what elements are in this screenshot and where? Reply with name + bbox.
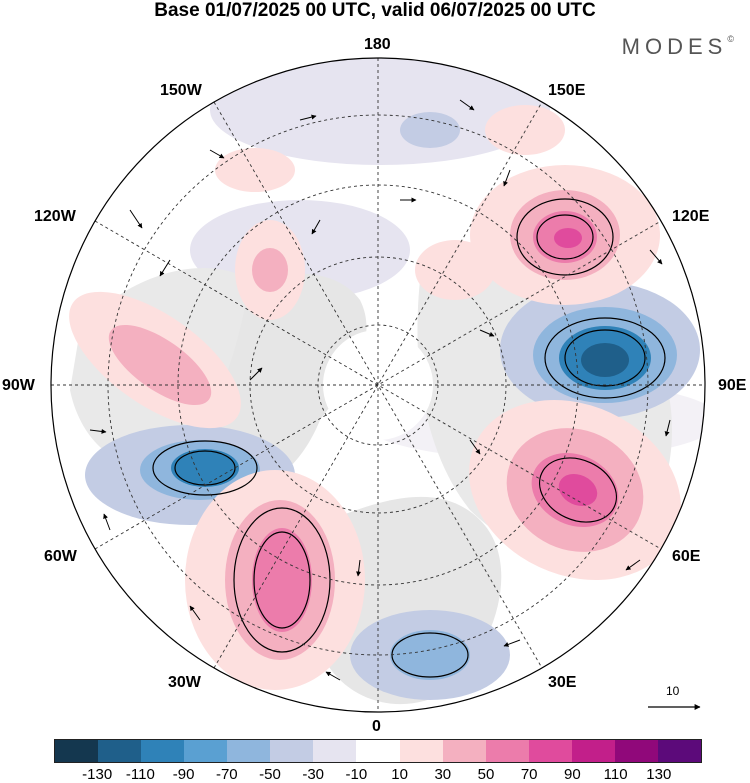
colorbar-tick-labels: -130 -110 -90 -70 -50 -30 -10 10 30 50 70 90 110 130: [0, 767, 750, 783]
anomaly-negative: [171, 449, 239, 487]
colorbar-swatch: [55, 740, 99, 762]
lon-label-120w: 120W: [34, 208, 76, 225]
anomaly-positive: [252, 528, 312, 632]
anomaly-negative: [390, 630, 470, 680]
colorbar-swatch: [485, 740, 529, 762]
colorbar-swatch: [399, 740, 443, 762]
colorbar-swatch: [442, 740, 486, 762]
colorbar-tick-label: -30: [302, 766, 325, 783]
colorbar-tick-label: 50: [477, 766, 495, 783]
brand-mark: ©: [727, 34, 734, 44]
colorbar: [54, 739, 702, 763]
anomaly-light-neg: [210, 58, 550, 165]
colorbar-swatch: [98, 740, 142, 762]
colorbar-tick-label: -130: [82, 766, 113, 783]
colorbar-swatch: [270, 740, 314, 762]
modes-logo: MODES©: [622, 34, 734, 60]
lon-label-150w: 150W: [160, 82, 202, 99]
lon-label-30e: 30E: [548, 674, 577, 691]
lon-label-150e: 150E: [548, 82, 586, 99]
lon-label-0: 0: [372, 718, 381, 735]
colorbar-swatch: [356, 740, 400, 762]
reference-vector-label: 10: [666, 684, 680, 698]
colorbar-swatch: [227, 740, 271, 762]
lon-label-30w: 30W: [168, 674, 201, 691]
colorbar-swatch: [313, 740, 357, 762]
colorbar-tick-label: -70: [215, 766, 238, 783]
colorbar-tick-label: 110: [603, 766, 628, 783]
lon-label-90e: 90E: [718, 377, 747, 394]
colorbar-swatch: [184, 740, 228, 762]
colorbar-tick-label: -50: [259, 766, 281, 783]
anomaly-positive: [252, 248, 288, 292]
lon-label-60w: 60W: [44, 548, 77, 565]
anomaly-positive: [485, 105, 565, 155]
map-title: Base 01/07/2025 00 UTC, valid 06/07/2025…: [154, 0, 596, 21]
brand-text: MODES: [621, 34, 728, 59]
anomaly-positive: [554, 228, 582, 248]
colorbar-tick-label: 130: [646, 766, 672, 783]
colorbar-tick-label: -110: [125, 766, 155, 783]
wind-vectors: [89, 99, 671, 681]
anomaly-negative: [581, 343, 629, 377]
anomaly-negative: [400, 112, 460, 148]
polar-map: [50, 57, 706, 713]
colorbar-tick-label: 30: [434, 766, 452, 783]
colorbar-tick-label: 70: [520, 766, 538, 783]
anomaly-positive: [415, 240, 495, 300]
colorbar-swatch: [657, 740, 701, 762]
graticule: [51, 58, 705, 712]
colorbar-swatch: [571, 740, 615, 762]
colorbar-tick-label: -90: [172, 766, 195, 783]
contour-lines: [152, 198, 666, 678]
lon-label-180: 180: [364, 36, 391, 53]
colorbar-tick-label: 10: [391, 766, 408, 783]
anomaly-positive: [558, 473, 598, 507]
lon-label-60e: 60E: [672, 548, 701, 565]
colorbar-tick-label: 90: [564, 766, 581, 783]
colorbar-swatch: [614, 740, 658, 762]
lon-label-90w: 90W: [2, 377, 35, 394]
anomaly-positive: [215, 148, 295, 192]
colorbar-tick-label: -10: [345, 766, 368, 783]
lon-label-120e: 120E: [672, 208, 710, 225]
map-border: [50, 57, 706, 713]
colorbar-swatch: [141, 740, 185, 762]
colorbar-swatch: [528, 740, 572, 762]
